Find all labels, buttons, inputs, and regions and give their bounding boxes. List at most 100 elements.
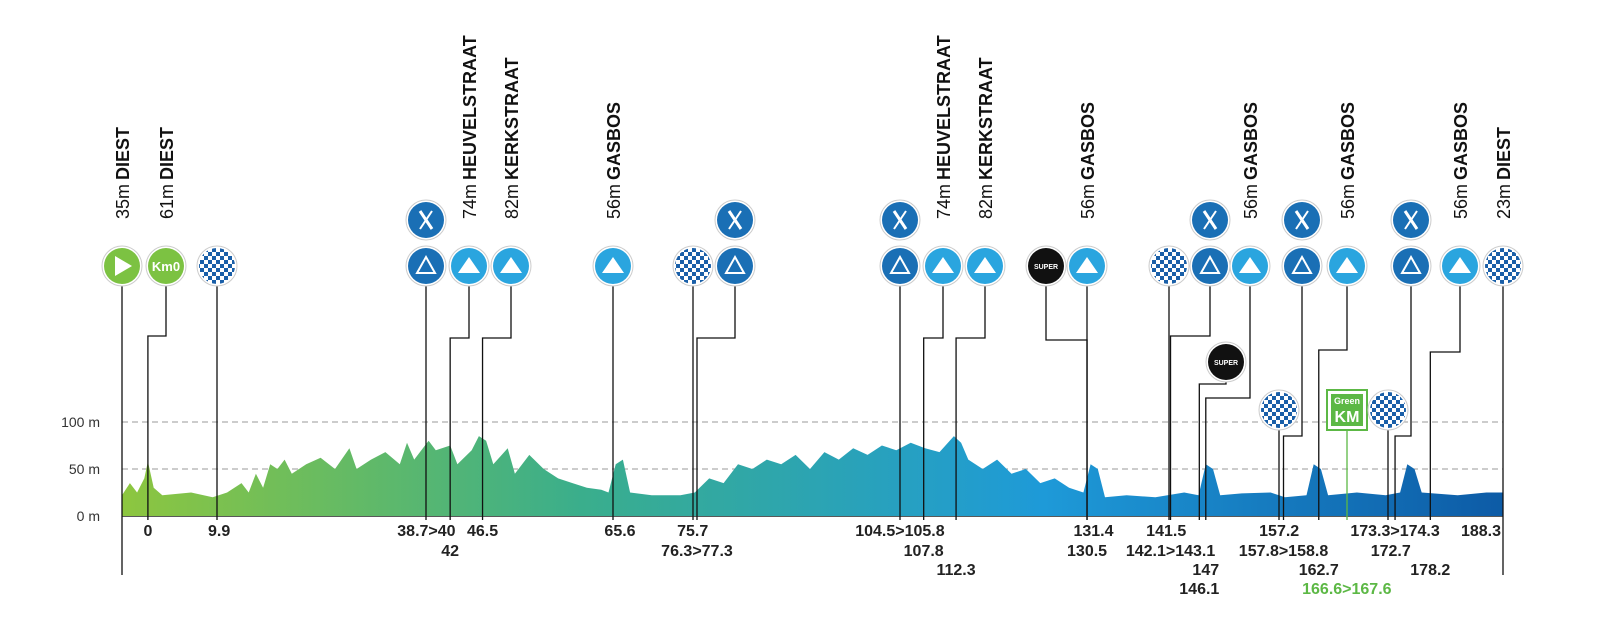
- place-name: GASBOS: [1451, 102, 1471, 180]
- icon-super: SUPER: [1205, 341, 1247, 383]
- km-label: 162.7: [1299, 562, 1339, 579]
- marker-line: [1169, 286, 1211, 520]
- marker-line: [1318, 286, 1348, 520]
- km-label: 112.3: [936, 562, 975, 579]
- icon-feed: [714, 199, 756, 241]
- place-label: 74m HEUVELSTRAAT: [934, 35, 954, 219]
- icon-text: Km0: [152, 259, 180, 274]
- marker-line: [923, 286, 944, 520]
- icon-text: KM: [1335, 409, 1360, 426]
- icon-feed: [1281, 199, 1323, 241]
- km-label: 172.7: [1371, 543, 1411, 560]
- place-label: 74m HEUVELSTRAAT: [460, 35, 480, 219]
- place-label: 23m DIEST: [1494, 127, 1514, 219]
- place-name: GASBOS: [1338, 102, 1358, 180]
- place-label: 35m DIEST: [113, 127, 133, 219]
- altitude: 56m: [1338, 184, 1358, 219]
- marker-line: [1282, 286, 1303, 520]
- marker-line: [1394, 286, 1412, 520]
- km-label: 9.9: [208, 523, 230, 540]
- km-label: 104.5>105.8: [855, 523, 945, 540]
- knife: [1404, 210, 1418, 230]
- icon-text: SUPER: [1034, 264, 1058, 271]
- mountain: [1239, 257, 1261, 273]
- place-name: KERKSTRAAT: [502, 57, 522, 180]
- km-label: 75.7: [677, 523, 708, 540]
- icon-text: SUPER: [1214, 360, 1238, 367]
- icon-text: Green: [1334, 396, 1360, 406]
- altitude: 56m: [604, 184, 624, 219]
- km-label: 0: [143, 523, 152, 540]
- icon-bg: [1485, 248, 1521, 284]
- y-tick-label: 100 m: [61, 414, 100, 430]
- mountain: [500, 257, 522, 273]
- mountain: [1336, 257, 1358, 273]
- play: [115, 256, 132, 276]
- place-name: DIEST: [157, 127, 177, 180]
- icon-bg: [717, 248, 753, 284]
- place-name: GASBOS: [604, 102, 624, 180]
- altitude: 82m: [502, 184, 522, 219]
- icon-waste: [714, 245, 756, 287]
- marker-line: [449, 286, 470, 520]
- km-label: 130.5: [1067, 543, 1107, 560]
- knife: [893, 210, 907, 230]
- km-label: 76.3>77.3: [661, 543, 733, 560]
- icon-bg: [1028, 248, 1064, 284]
- icon-sprint: [1367, 389, 1409, 431]
- mountain: [1449, 257, 1471, 273]
- altitude: 35m: [113, 184, 133, 219]
- mountain: [932, 257, 954, 273]
- km-label: 166.6>167.6: [1302, 581, 1392, 598]
- km-label: 38.7>40: [397, 523, 455, 540]
- recycle: [889, 254, 911, 274]
- altitude: 56m: [1241, 184, 1261, 219]
- icon-bg: [1208, 344, 1244, 380]
- marker-line: [147, 286, 167, 520]
- icon-bg: [1261, 392, 1297, 428]
- y-tick-label: 50 m: [69, 461, 100, 477]
- icon-greenkm: Green KM: [1326, 389, 1368, 431]
- mountain: [1076, 257, 1098, 273]
- recycle: [415, 254, 437, 274]
- icon-sprint: [1148, 245, 1190, 287]
- place-name: GASBOS: [1078, 102, 1098, 180]
- icon-climb: [964, 245, 1006, 287]
- knife: [1203, 210, 1217, 230]
- icon-feed: [879, 199, 921, 241]
- icon-waste: [879, 245, 921, 287]
- icon-climb: [1229, 245, 1271, 287]
- altitude: 61m: [157, 184, 177, 219]
- altitude: 56m: [1451, 184, 1471, 219]
- place-label: 61m DIEST: [157, 127, 177, 219]
- marker-line: [1205, 286, 1251, 520]
- place-name: DIEST: [1494, 127, 1514, 180]
- recycle: [1291, 254, 1313, 274]
- icon-bg: [199, 248, 235, 284]
- knife: [419, 210, 433, 230]
- icon-start: [101, 245, 143, 287]
- icon-bg: [1393, 248, 1429, 284]
- place-name: HEUVELSTRAAT: [460, 35, 480, 180]
- icon-sprint: [1258, 389, 1300, 431]
- icon-climb: [922, 245, 964, 287]
- icon-climb: [490, 245, 532, 287]
- icon-climb: [1066, 245, 1108, 287]
- km-label: 146.1: [1179, 581, 1219, 598]
- place-name: KERKSTRAAT: [976, 57, 996, 180]
- icon-feed: [1189, 199, 1231, 241]
- place-name: DIEST: [113, 127, 133, 180]
- km-label: 46.5: [467, 523, 498, 540]
- icon-waste: [1281, 245, 1323, 287]
- marker-line: [1198, 382, 1227, 520]
- km-label: 173.3>174.3: [1350, 523, 1440, 540]
- icon-sprint: [196, 245, 238, 287]
- km-label: 157.8>158.8: [1239, 543, 1329, 560]
- icon-climb: [592, 245, 634, 287]
- marker-line: [481, 286, 512, 520]
- altitude: 56m: [1078, 184, 1098, 219]
- icon-feed: [1390, 199, 1432, 241]
- knife: [1295, 210, 1309, 230]
- place-label: 56m GASBOS: [604, 102, 624, 219]
- km-label: 141.5: [1146, 523, 1186, 540]
